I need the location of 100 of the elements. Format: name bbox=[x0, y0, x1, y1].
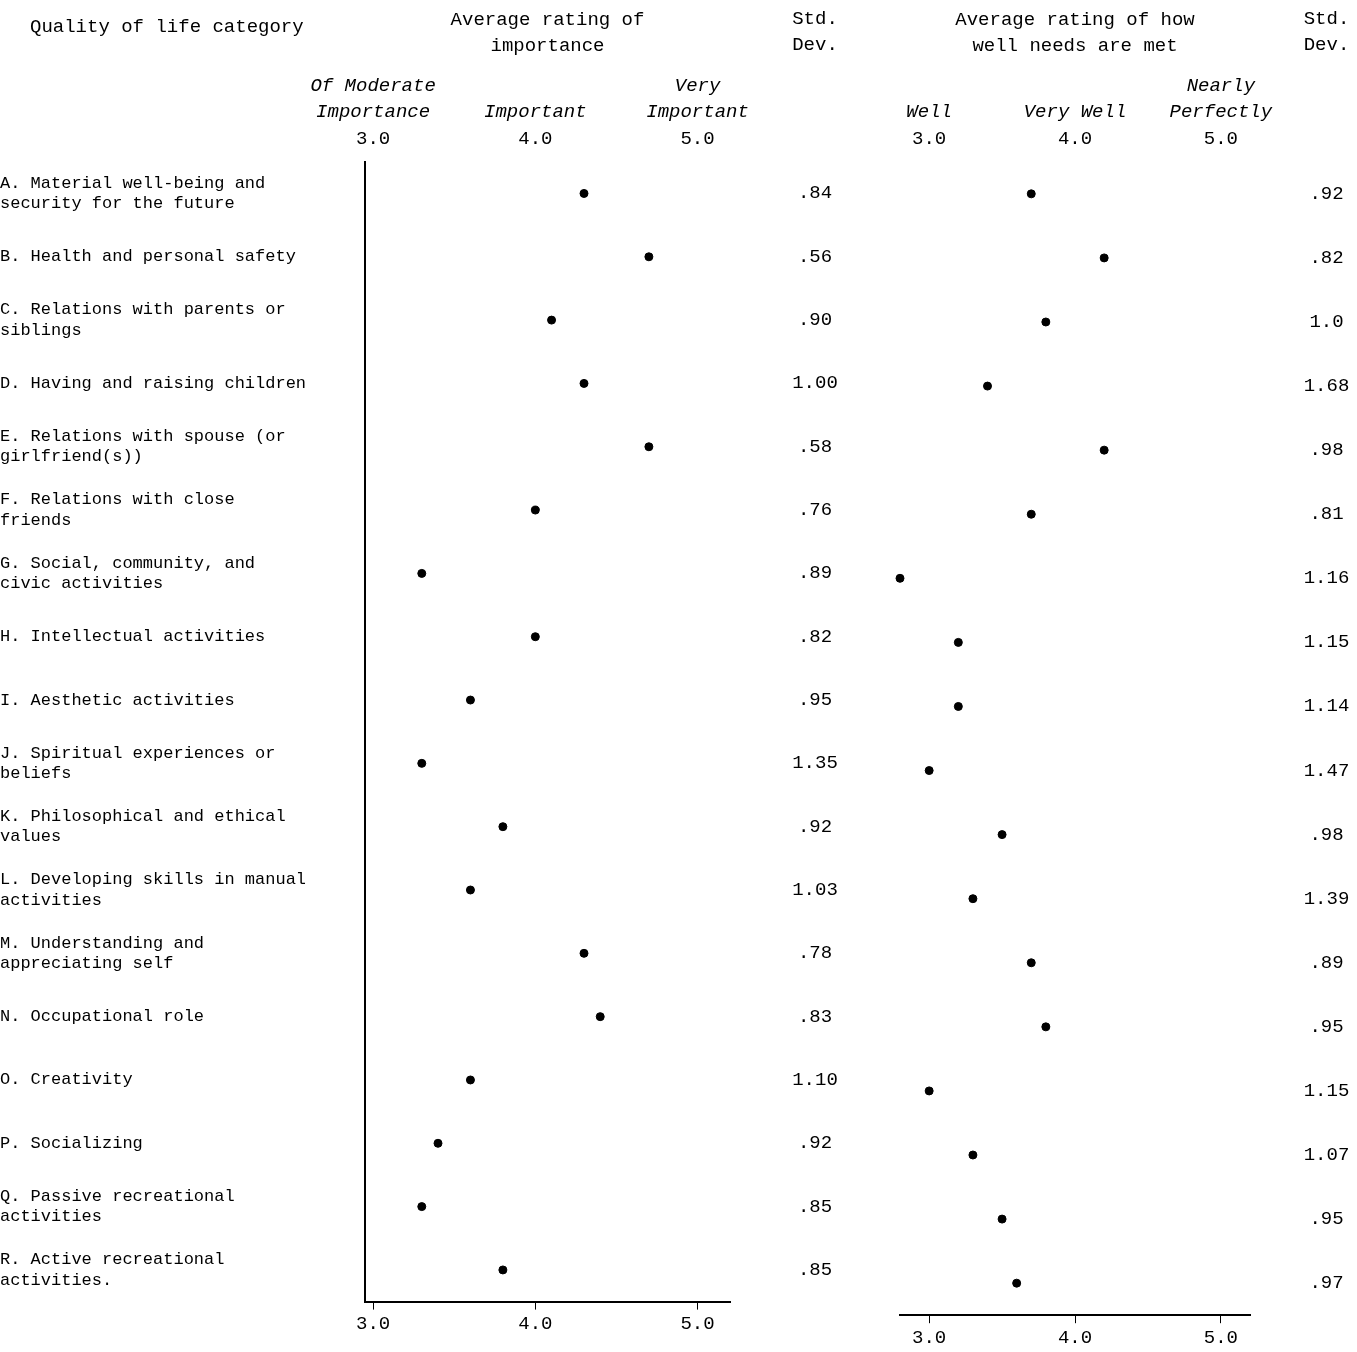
point bbox=[895, 573, 905, 583]
point bbox=[595, 1012, 605, 1022]
point bbox=[579, 378, 589, 388]
text: 1.68 bbox=[1302, 375, 1351, 398]
y-tick-label: A. Material well-being and security for the future bbox=[0, 173, 266, 214]
point bbox=[983, 381, 992, 391]
y-tick-label: M. Understanding and appreciating self bbox=[0, 933, 205, 974]
text: .82 bbox=[1308, 246, 1345, 269]
point bbox=[498, 1265, 508, 1275]
y-tick-label: N. Occupational role bbox=[0, 1007, 205, 1027]
point bbox=[1099, 445, 1109, 455]
text: Std. Dev. bbox=[1302, 7, 1351, 58]
text: 1.10 bbox=[791, 1068, 839, 1091]
y-tick-label: G. Social, community, and civic activities bbox=[0, 553, 256, 594]
point bbox=[530, 505, 540, 515]
text: 1.15 bbox=[1302, 631, 1351, 654]
text: .58 bbox=[796, 435, 834, 458]
text: Of Moderate Importance bbox=[310, 75, 436, 124]
point bbox=[997, 830, 1007, 840]
y-tick-label: R. Active recreational activities. bbox=[0, 1250, 225, 1290]
point bbox=[579, 948, 589, 958]
text: 1.03 bbox=[791, 879, 839, 901]
x-tick-label: 4.0 bbox=[518, 128, 553, 151]
text: Well bbox=[906, 101, 952, 124]
text: 1.07 bbox=[1302, 1144, 1351, 1166]
text: 1.35 bbox=[791, 752, 839, 775]
text: .56 bbox=[796, 245, 834, 268]
text: .95 bbox=[1308, 1208, 1345, 1231]
chart-title: Average rating of importance bbox=[450, 9, 645, 58]
text: 1.39 bbox=[1302, 887, 1351, 910]
point bbox=[1026, 958, 1036, 968]
point bbox=[433, 1138, 443, 1148]
text: Very Important bbox=[646, 75, 749, 124]
point bbox=[953, 701, 963, 711]
point bbox=[465, 885, 475, 895]
point bbox=[465, 695, 475, 705]
point bbox=[1099, 253, 1109, 263]
x2-tick-label: 3.0 bbox=[912, 1326, 947, 1349]
y-tick-label: D. Having and raising children bbox=[0, 373, 307, 393]
y-tick-label: P. Socializing bbox=[0, 1133, 143, 1153]
point bbox=[644, 252, 654, 262]
chart-title: Average rating of how well needs are met bbox=[955, 9, 1196, 58]
y-tick-label: K. Philosophical and ethical values bbox=[0, 806, 286, 847]
point bbox=[997, 1214, 1007, 1224]
y-tick-label: E. Relations with spouse (or girlfriend(s)) bbox=[0, 427, 286, 467]
text: .89 bbox=[796, 562, 834, 585]
text: Important bbox=[484, 101, 587, 124]
text: 1.0 bbox=[1308, 310, 1345, 333]
point bbox=[417, 758, 427, 768]
point bbox=[498, 822, 508, 832]
point bbox=[1026, 509, 1036, 519]
text: .98 bbox=[1308, 823, 1345, 846]
point bbox=[924, 766, 934, 776]
text: .98 bbox=[1308, 439, 1345, 462]
x2-tick-label: 4.0 bbox=[1057, 1326, 1093, 1349]
text: .83 bbox=[796, 1005, 834, 1028]
point bbox=[953, 637, 963, 647]
text: .82 bbox=[796, 625, 834, 648]
point bbox=[1041, 1022, 1051, 1032]
x-tick-label: 5.0 bbox=[1203, 128, 1238, 151]
x2-tick-label: 5.0 bbox=[680, 1313, 715, 1336]
text: Very Well bbox=[1023, 101, 1127, 124]
y-tick-label: L. Developing skills in manual activities bbox=[0, 870, 307, 910]
text: Nearly Perfectly bbox=[1169, 75, 1273, 124]
y-tick-label: Q. Passive recreational activities bbox=[0, 1186, 235, 1227]
x2-tick-label: 4.0 bbox=[518, 1313, 553, 1336]
point bbox=[530, 632, 540, 642]
point bbox=[417, 1202, 427, 1212]
text: .81 bbox=[1308, 503, 1345, 526]
point bbox=[465, 1075, 475, 1085]
x-tick-label: 3.0 bbox=[356, 128, 391, 151]
x-tick-label: 4.0 bbox=[1057, 128, 1093, 151]
text: 1.00 bbox=[791, 372, 839, 395]
y-axis-title: Quality of life category bbox=[30, 16, 304, 39]
text: .92 bbox=[796, 1132, 834, 1155]
y-tick-label: I. Aesthetic activities bbox=[0, 690, 235, 710]
point bbox=[547, 315, 557, 325]
text: .84 bbox=[796, 182, 834, 205]
text: .95 bbox=[1308, 1015, 1345, 1038]
text: .76 bbox=[796, 499, 834, 522]
x-tick-label: 5.0 bbox=[680, 128, 715, 151]
point bbox=[968, 894, 978, 904]
y-tick-label: O. Creativity bbox=[0, 1070, 133, 1090]
text: .92 bbox=[796, 815, 834, 838]
point bbox=[924, 1086, 934, 1096]
text: 1.15 bbox=[1302, 1079, 1351, 1102]
x2-tick-label: 5.0 bbox=[1203, 1326, 1238, 1349]
text: .85 bbox=[796, 1195, 834, 1218]
point bbox=[1041, 317, 1051, 327]
x-tick-label: 3.0 bbox=[912, 128, 947, 151]
point bbox=[968, 1150, 978, 1160]
text: .85 bbox=[796, 1258, 834, 1281]
text: .90 bbox=[796, 309, 834, 332]
text: 1.16 bbox=[1302, 567, 1351, 590]
y-tick-label: C. Relations with parents or siblings bbox=[0, 300, 286, 340]
text: 1.14 bbox=[1302, 695, 1351, 718]
point bbox=[1012, 1278, 1022, 1288]
text: .78 bbox=[796, 942, 834, 965]
point bbox=[644, 442, 654, 452]
y-tick-label: J. Spiritual experiences or beliefs bbox=[0, 743, 276, 784]
